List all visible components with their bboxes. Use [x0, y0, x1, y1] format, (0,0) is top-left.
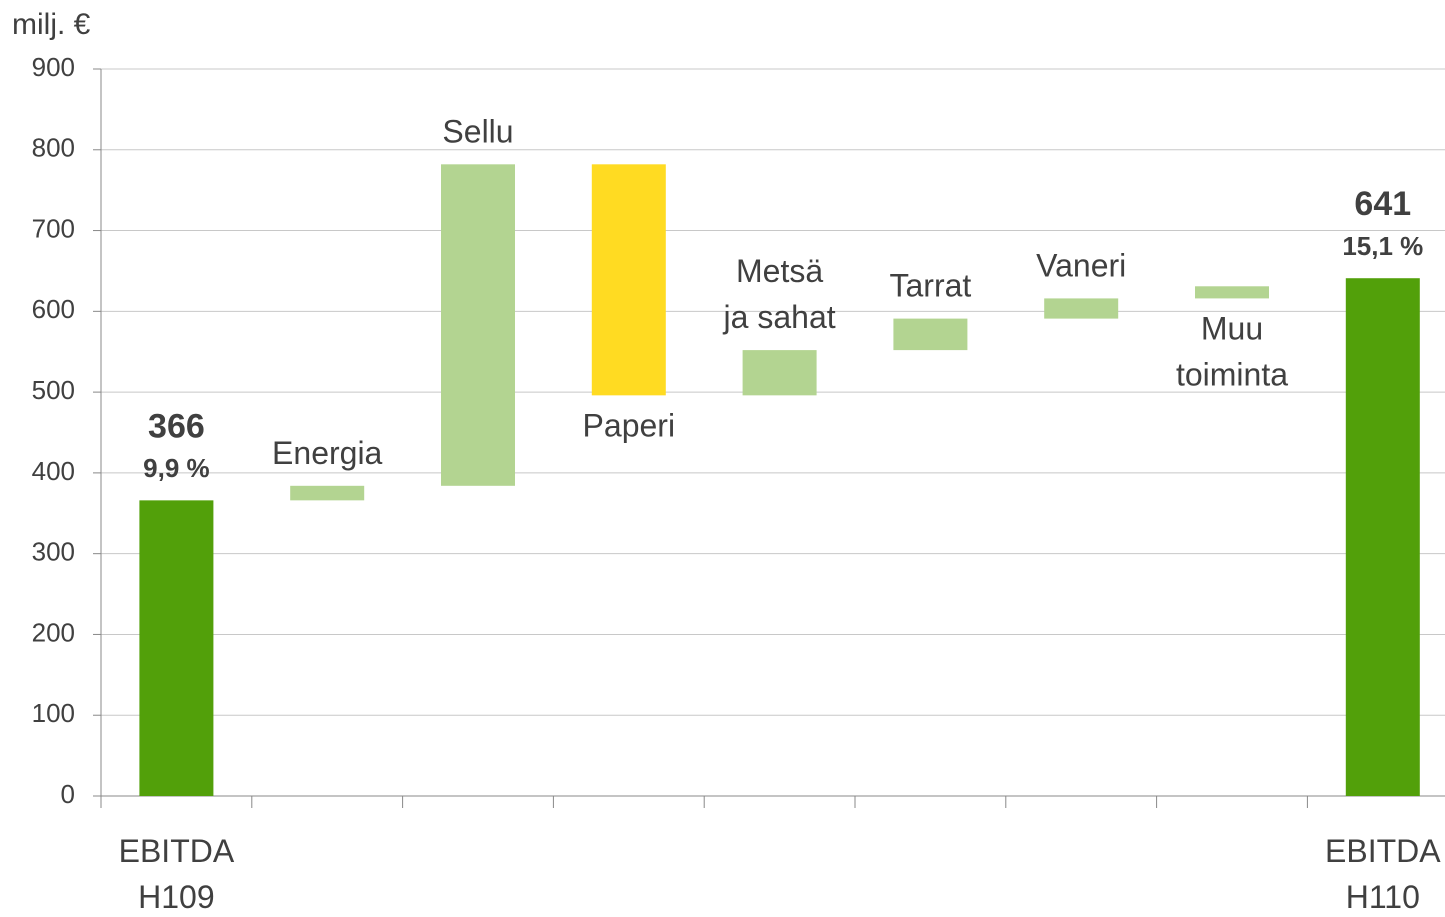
category-line: H110 [1346, 879, 1420, 915]
category-line: Paperi [583, 408, 676, 444]
bar [742, 350, 817, 396]
category-line: Muu [1201, 311, 1263, 347]
bar [1345, 278, 1420, 796]
category-line: Tarrat [890, 268, 972, 304]
category-line: H109 [138, 879, 215, 915]
category-label: Vaneri [1036, 248, 1126, 284]
value-label: 366 [148, 407, 205, 445]
y-tick-label: 600 [32, 294, 75, 324]
y-tick-label: 400 [32, 456, 75, 486]
category-line: Metsä [736, 254, 823, 290]
category-line: EBITDA [1325, 833, 1441, 869]
y-tick-label: 700 [32, 213, 75, 243]
category-label: EBITDA H109 [119, 833, 235, 915]
y-tick-label: 800 [32, 133, 75, 163]
bar [290, 485, 365, 501]
category-line: EBITDA [119, 833, 235, 869]
y-tick-label: 100 [32, 698, 75, 728]
category-label: Muu toiminta [1176, 311, 1288, 393]
bar [893, 318, 968, 351]
y-tick-label: 500 [32, 375, 75, 405]
bar [139, 500, 214, 796]
y-axis-label: milj. € [12, 8, 91, 41]
category-label: EBITDA H110 [1325, 833, 1441, 915]
bar [1195, 286, 1269, 299]
y-tick-label: 300 [32, 537, 75, 567]
category-line: Sellu [442, 114, 513, 150]
category-label: Metsä ja sahat [723, 254, 836, 336]
margin-label: 15,1 % [1342, 231, 1423, 261]
y-tick-label: 0 [61, 779, 75, 809]
category-label: Paperi [583, 408, 676, 444]
y-tick-label: 900 [32, 52, 75, 82]
bar [1044, 298, 1119, 319]
value-label: 641 [1354, 185, 1411, 223]
y-tick-label: 200 [32, 617, 75, 647]
category-line: toiminta [1176, 357, 1288, 393]
category-line: ja sahat [723, 300, 836, 336]
category-label: Sellu [442, 114, 513, 150]
category-label: Energia [272, 435, 383, 471]
bar [591, 164, 666, 396]
bar [441, 164, 515, 486]
category-label: Tarrat [890, 268, 972, 304]
margin-label: 9,9 % [143, 453, 210, 483]
category-line: Energia [272, 435, 383, 471]
category-line: Vaneri [1036, 248, 1126, 284]
